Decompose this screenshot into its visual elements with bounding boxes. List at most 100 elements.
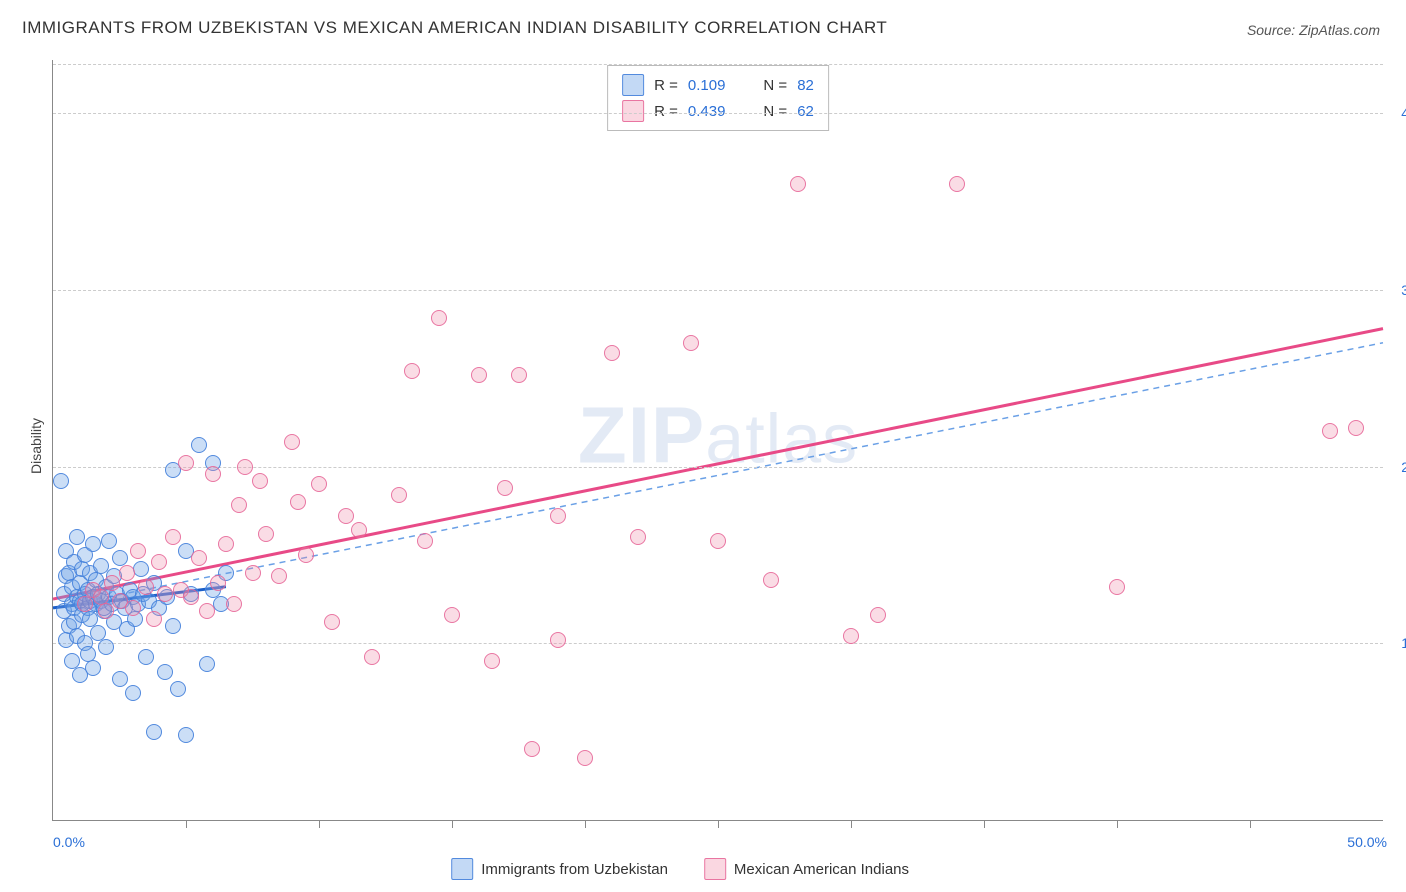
y-axis-label: Disability: [28, 418, 44, 474]
data-point: [237, 459, 253, 475]
data-point: [85, 536, 101, 552]
data-point: [101, 533, 117, 549]
data-point: [511, 367, 527, 383]
data-point: [577, 750, 593, 766]
data-point: [157, 586, 173, 602]
swatch-pink: [622, 100, 644, 122]
r-label: R =: [654, 103, 678, 120]
data-point: [77, 596, 93, 612]
gridline-h: [53, 64, 1383, 65]
data-point: [444, 607, 460, 623]
data-point: [324, 614, 340, 630]
data-point: [252, 473, 268, 489]
data-point: [311, 476, 327, 492]
data-point: [170, 681, 186, 697]
x-tick: [984, 820, 985, 828]
data-point: [258, 526, 274, 542]
data-point: [1348, 420, 1364, 436]
data-point: [226, 596, 242, 612]
data-point: [199, 656, 215, 672]
data-point: [151, 554, 167, 570]
data-point: [178, 727, 194, 743]
chart-title: IMMIGRANTS FROM UZBEKISTAN VS MEXICAN AM…: [22, 18, 887, 38]
data-point: [391, 487, 407, 503]
r-value-2: 0.439: [688, 103, 726, 120]
data-point: [85, 660, 101, 676]
data-point: [683, 335, 699, 351]
swatch-blue: [451, 858, 473, 880]
data-point: [98, 603, 114, 619]
x-tick: [452, 820, 453, 828]
x-tick: [718, 820, 719, 828]
y-tick-label: 40.0%: [1389, 105, 1406, 121]
data-point: [290, 494, 306, 510]
data-point: [710, 533, 726, 549]
r-value-1: 0.109: [688, 77, 726, 94]
data-point: [550, 632, 566, 648]
data-point: [104, 575, 120, 591]
trend-line: [53, 329, 1383, 599]
data-point: [183, 589, 199, 605]
gridline-h: [53, 113, 1383, 114]
data-point: [404, 363, 420, 379]
data-point: [125, 685, 141, 701]
legend-item-1: Immigrants from Uzbekistan: [451, 858, 668, 880]
y-tick-label: 10.0%: [1389, 635, 1406, 651]
x-tick: [585, 820, 586, 828]
data-point: [178, 455, 194, 471]
data-point: [949, 176, 965, 192]
y-tick-label: 20.0%: [1389, 459, 1406, 475]
data-point: [1322, 423, 1338, 439]
data-point: [471, 367, 487, 383]
data-point: [69, 529, 85, 545]
data-point: [125, 600, 141, 616]
data-point: [550, 508, 566, 524]
data-point: [1109, 579, 1125, 595]
n-label: N =: [763, 103, 787, 120]
data-point: [119, 565, 135, 581]
data-point: [417, 533, 433, 549]
data-point: [351, 522, 367, 538]
n-value-1: 82: [797, 77, 814, 94]
data-point: [790, 176, 806, 192]
trend-lines-layer: [53, 60, 1383, 820]
x-axis-max-label: 50.0%: [1347, 834, 1387, 850]
source-attribution: Source: ZipAtlas.com: [1247, 22, 1380, 38]
data-point: [205, 466, 221, 482]
data-point: [245, 565, 261, 581]
data-point: [112, 671, 128, 687]
gridline-h: [53, 290, 1383, 291]
n-label: N =: [763, 77, 787, 94]
data-point: [763, 572, 779, 588]
data-point: [431, 310, 447, 326]
scatter-plot-area: ZIPatlas R = 0.109 N = 82 R = 0.439 N = …: [52, 60, 1383, 821]
data-point: [199, 603, 215, 619]
legend-row-series-2: R = 0.439 N = 62: [622, 98, 814, 124]
x-tick: [1117, 820, 1118, 828]
legend-row-series-1: R = 0.109 N = 82: [622, 72, 814, 98]
data-point: [497, 480, 513, 496]
data-point: [484, 653, 500, 669]
data-point: [338, 508, 354, 524]
data-point: [191, 437, 207, 453]
data-point: [298, 547, 314, 563]
data-point: [157, 664, 173, 680]
data-point: [843, 628, 859, 644]
data-point: [630, 529, 646, 545]
data-point: [604, 345, 620, 361]
data-point: [138, 649, 154, 665]
x-tick: [186, 820, 187, 828]
data-point: [271, 568, 287, 584]
data-point: [146, 724, 162, 740]
legend-label-2: Mexican American Indians: [734, 861, 909, 878]
x-tick: [1250, 820, 1251, 828]
data-point: [210, 575, 226, 591]
series-legend: Immigrants from Uzbekistan Mexican Ameri…: [451, 858, 909, 880]
correlation-legend: R = 0.109 N = 82 R = 0.439 N = 62: [607, 65, 829, 131]
data-point: [138, 579, 154, 595]
data-point: [524, 741, 540, 757]
n-value-2: 62: [797, 103, 814, 120]
swatch-pink: [704, 858, 726, 880]
data-point: [146, 611, 162, 627]
data-point: [231, 497, 247, 513]
